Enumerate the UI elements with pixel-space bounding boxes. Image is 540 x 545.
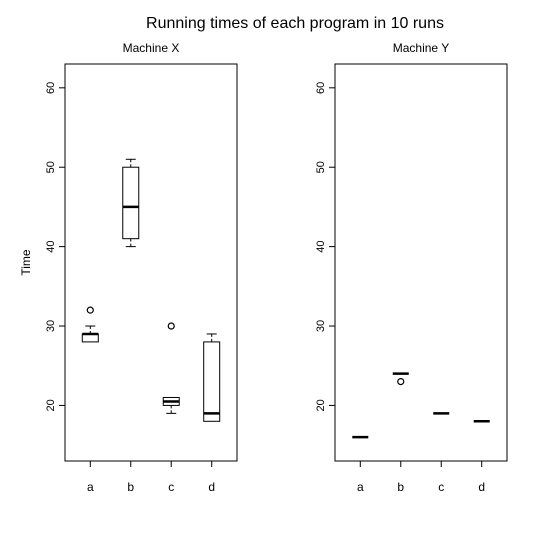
outlier-point: [167, 322, 175, 330]
x-tick-label: b: [397, 480, 404, 494]
x-tick-label: d: [208, 480, 215, 494]
x-tick-label: b: [127, 480, 134, 494]
y-tick-label: 50: [45, 161, 57, 173]
y-tick-label: 20: [45, 399, 57, 411]
chart-main-title: Running times of each program in 10 runs: [146, 15, 444, 32]
y-tick-label: 60: [315, 82, 327, 94]
x-tick-label: a: [357, 480, 364, 494]
panel-title: Machine Y: [393, 41, 449, 55]
plot-frame: [64, 63, 238, 462]
y-tick-label: 30: [315, 320, 327, 332]
y-tick-label: 60: [45, 82, 57, 94]
outlier-point: [397, 378, 405, 386]
x-tick-label: a: [87, 480, 94, 494]
outlier-point: [86, 306, 94, 314]
box-b: [122, 158, 140, 248]
y-axis-label: Time: [19, 249, 33, 276]
plot-frame: [334, 63, 508, 462]
x-tick-label: c: [168, 480, 174, 494]
y-tick-label: 30: [45, 320, 57, 332]
box-body: [122, 166, 140, 240]
box-d: [203, 333, 221, 422]
box-a: [81, 306, 99, 343]
panel-title: Machine X: [123, 41, 180, 55]
box-b: [392, 372, 409, 386]
y-tick-label: 20: [315, 399, 327, 411]
box-body: [203, 341, 221, 422]
box-c: [162, 322, 180, 414]
panel-1: Machine X 20 30 40 50 60 Time a b c d: [19, 41, 238, 494]
y-tick-label: 50: [315, 161, 327, 173]
y-tick-label: 40: [315, 240, 327, 252]
panel-2: Machine Y 20 30 40 50 60 a b c d: [315, 41, 508, 494]
x-tick-label: d: [478, 480, 485, 494]
x-tick-label: c: [438, 480, 444, 494]
y-tick-label: 40: [45, 240, 57, 252]
